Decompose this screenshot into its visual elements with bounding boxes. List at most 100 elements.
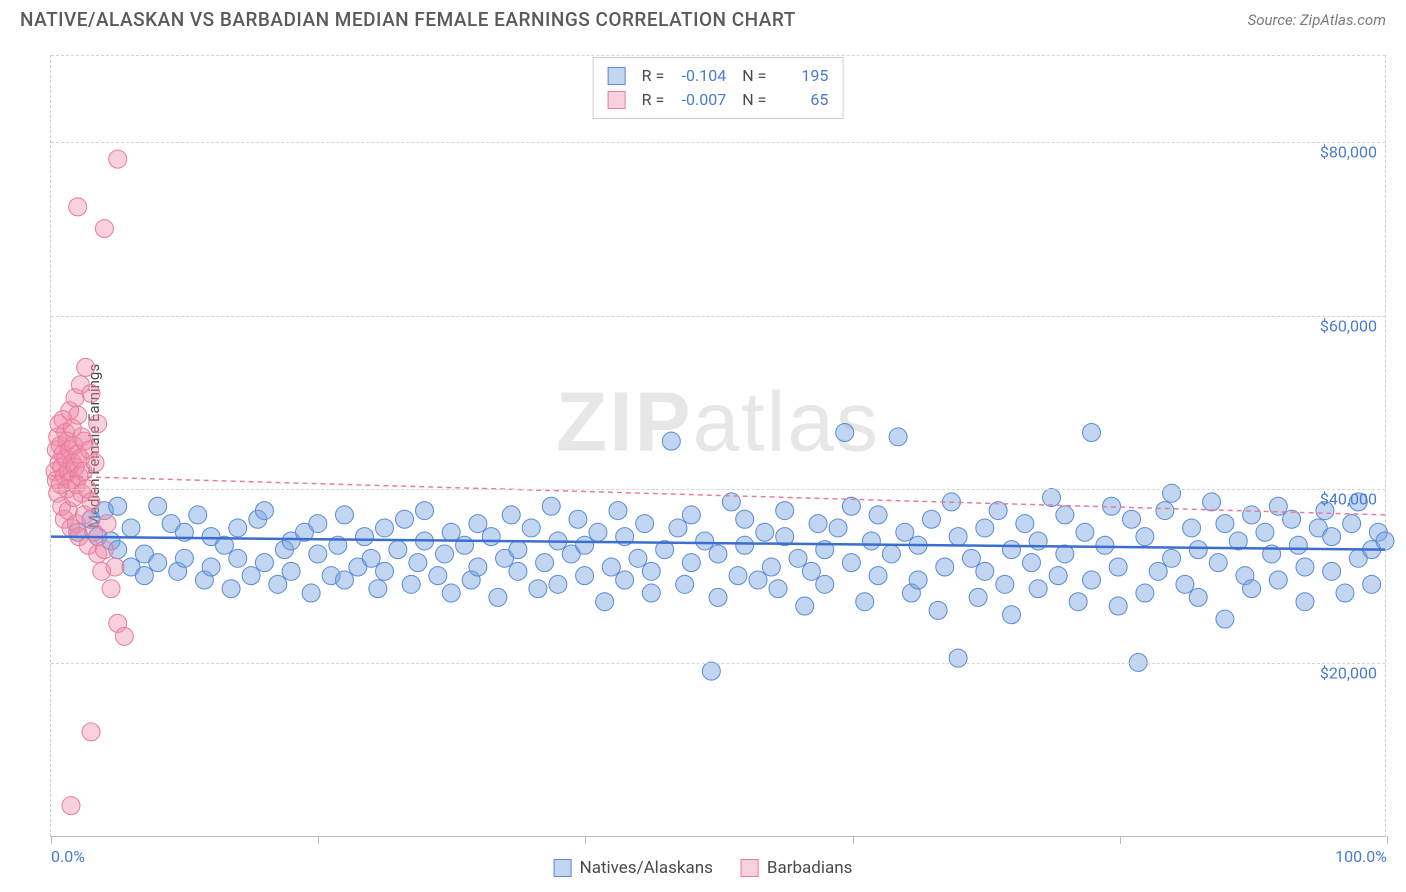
legend-series-label: Barbadians <box>767 858 853 878</box>
legend-series-item: Natives/Alaskans <box>554 858 713 878</box>
data-point <box>869 567 887 585</box>
data-point <box>229 549 247 567</box>
data-point <box>242 567 260 585</box>
data-point <box>889 428 907 446</box>
data-point <box>98 515 116 533</box>
data-point <box>862 532 880 550</box>
data-point <box>229 519 247 537</box>
data-point <box>1136 584 1154 602</box>
legend-stat-row: R =-0.104N =195 <box>608 64 829 88</box>
data-point <box>1269 571 1287 589</box>
data-point <box>309 515 327 533</box>
data-point <box>335 571 353 589</box>
data-point <box>69 198 87 216</box>
data-point <box>729 567 747 585</box>
data-point <box>416 502 434 520</box>
data-point <box>1296 593 1314 611</box>
data-point <box>629 549 647 567</box>
data-point <box>149 497 167 515</box>
data-point <box>736 536 754 554</box>
data-point <box>1149 562 1167 580</box>
data-point <box>1029 580 1047 598</box>
data-point <box>202 558 220 576</box>
chart-source: Source: ZipAtlas.com <box>1248 11 1386 29</box>
data-point <box>109 497 127 515</box>
data-point <box>762 558 780 576</box>
data-point <box>302 584 320 602</box>
legend-n-value: 195 <box>776 64 828 88</box>
data-point <box>696 532 714 550</box>
data-point <box>1323 562 1341 580</box>
data-point <box>1376 532 1394 550</box>
data-point <box>976 519 994 537</box>
data-point <box>549 575 567 593</box>
data-point <box>909 571 927 589</box>
data-point <box>1096 536 1114 554</box>
data-point <box>456 536 474 554</box>
data-point <box>789 549 807 567</box>
data-point <box>189 506 207 524</box>
x-tick <box>853 836 854 844</box>
data-point <box>769 580 787 598</box>
data-point <box>442 523 460 541</box>
data-point <box>1083 423 1101 441</box>
data-point <box>469 558 487 576</box>
data-point <box>1183 519 1201 537</box>
data-point <box>1343 515 1361 533</box>
legend-stats-box: R =-0.104N =195R =-0.007N =65 <box>593 57 844 119</box>
data-point <box>1023 554 1041 572</box>
data-point <box>309 545 327 563</box>
data-point <box>362 549 380 567</box>
data-point <box>149 554 167 572</box>
data-point <box>1016 515 1034 533</box>
data-point <box>922 510 940 528</box>
data-point <box>396 510 414 528</box>
data-point <box>482 528 500 546</box>
data-point <box>1002 541 1020 559</box>
data-point <box>1176 575 1194 593</box>
data-point <box>1296 558 1314 576</box>
data-point <box>1289 536 1307 554</box>
legend-r-label: R = <box>642 88 665 112</box>
data-point <box>1189 541 1207 559</box>
data-point <box>62 797 80 815</box>
data-point <box>175 549 193 567</box>
data-point <box>402 575 420 593</box>
chart-header: NATIVE/ALASKAN VS BARBADIAN MEDIAN FEMAL… <box>0 0 1406 31</box>
data-point <box>1069 593 1087 611</box>
data-point <box>682 554 700 572</box>
x-tick <box>1387 836 1388 844</box>
data-point <box>409 554 427 572</box>
data-point <box>82 384 100 402</box>
data-point <box>469 515 487 533</box>
data-point <box>522 519 540 537</box>
data-point <box>1109 558 1127 576</box>
data-point <box>529 580 547 598</box>
data-point <box>109 150 127 168</box>
data-point <box>106 558 124 576</box>
data-point <box>929 601 947 619</box>
data-point <box>429 567 447 585</box>
data-point <box>609 502 627 520</box>
data-point <box>576 536 594 554</box>
x-tick-label: 100.0% <box>1335 847 1387 866</box>
data-point <box>102 580 120 598</box>
x-tick-label: 0.0% <box>51 847 85 866</box>
gridline-h <box>51 142 1385 143</box>
data-point <box>1216 610 1234 628</box>
data-point <box>1189 588 1207 606</box>
y-tick-label: $60,000 <box>1320 316 1377 335</box>
data-point <box>969 588 987 606</box>
data-point <box>222 580 240 598</box>
data-point <box>282 562 300 580</box>
data-point <box>1136 528 1154 546</box>
legend-series: Natives/Alaskans Barbadians <box>554 858 853 878</box>
data-point <box>489 588 507 606</box>
legend-swatch <box>608 91 626 109</box>
data-point <box>69 406 87 424</box>
data-point <box>536 554 554 572</box>
chart-title: NATIVE/ALASKAN VS BARBADIAN MEDIAN FEMAL… <box>20 8 796 31</box>
data-point <box>1209 554 1227 572</box>
legend-series-label: Natives/Alaskans <box>580 858 713 878</box>
x-tick <box>51 836 52 844</box>
